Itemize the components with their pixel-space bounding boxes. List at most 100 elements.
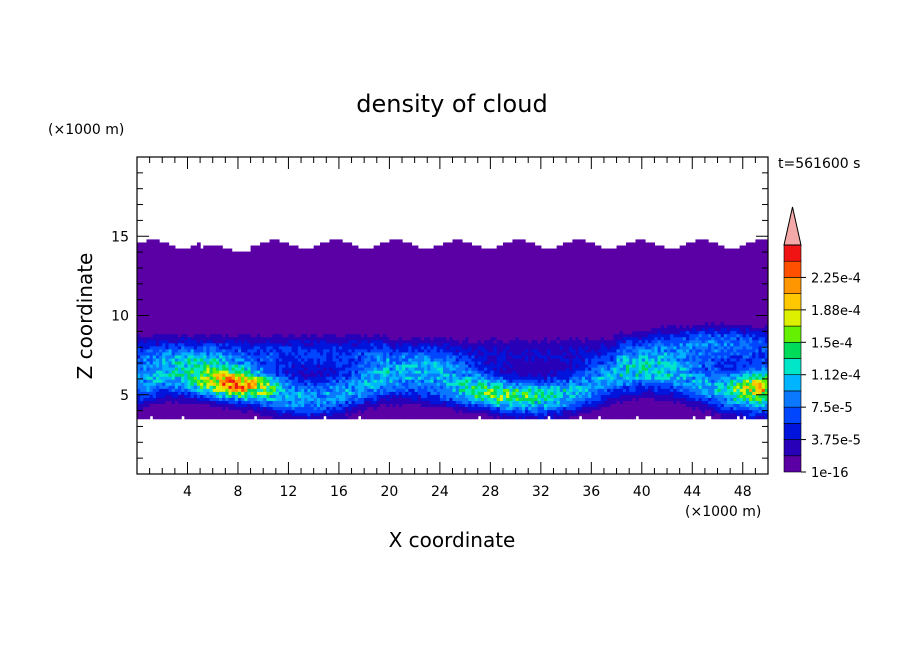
field-cell bbox=[140, 309, 144, 313]
field-cell bbox=[203, 269, 207, 274]
field-cell bbox=[190, 382, 195, 386]
field-cell bbox=[196, 391, 201, 395]
field-cell bbox=[159, 397, 163, 402]
field-cell bbox=[171, 275, 176, 280]
field-cell bbox=[155, 294, 160, 298]
field-cell bbox=[193, 400, 198, 405]
field-cell bbox=[165, 318, 170, 323]
field-cell bbox=[152, 412, 157, 417]
field-cell bbox=[155, 306, 160, 310]
field-cell bbox=[159, 345, 163, 350]
field-cell bbox=[181, 257, 185, 262]
field-cell bbox=[140, 303, 144, 307]
field-cell bbox=[146, 382, 151, 386]
field-cell bbox=[146, 245, 151, 250]
field-cell bbox=[187, 333, 192, 338]
field-cell bbox=[146, 309, 151, 313]
field-cell bbox=[146, 239, 151, 244]
field-cell bbox=[193, 412, 198, 417]
field-cell bbox=[187, 388, 192, 392]
field-cell bbox=[146, 284, 151, 289]
time-label: t=561600 s bbox=[778, 156, 860, 172]
field-cell bbox=[146, 306, 151, 310]
field-cell bbox=[155, 357, 160, 362]
field-cell bbox=[200, 294, 204, 298]
field-cell bbox=[146, 391, 151, 395]
field-cell bbox=[137, 397, 141, 402]
field-cell bbox=[174, 373, 179, 377]
field-cell bbox=[181, 357, 185, 362]
field-cell bbox=[168, 363, 173, 368]
field-cell bbox=[193, 345, 198, 350]
field-cell bbox=[155, 266, 160, 271]
field-cell bbox=[152, 391, 157, 395]
field-cell bbox=[215, 415, 220, 420]
field-cell bbox=[212, 391, 217, 395]
field-cell bbox=[178, 351, 182, 356]
field-cell bbox=[203, 294, 207, 298]
field-cell bbox=[193, 254, 198, 259]
field-cell bbox=[143, 379, 148, 383]
field-cell bbox=[203, 245, 207, 250]
field-cell bbox=[155, 321, 160, 326]
field-cell bbox=[212, 379, 217, 383]
field-cell bbox=[206, 406, 211, 411]
field-cell bbox=[178, 248, 182, 253]
field-cell bbox=[168, 254, 173, 259]
field-cell bbox=[146, 400, 151, 405]
field-cell bbox=[196, 288, 201, 292]
field-cell bbox=[174, 370, 179, 374]
field-cell bbox=[215, 400, 220, 405]
field-cell bbox=[181, 379, 185, 383]
field-cell bbox=[187, 312, 192, 316]
field-cell bbox=[155, 327, 160, 332]
field-cell bbox=[149, 239, 154, 244]
field-cell bbox=[159, 242, 163, 247]
field-cell bbox=[187, 272, 192, 277]
field-cell bbox=[165, 333, 170, 338]
field-cell bbox=[174, 415, 179, 420]
field-cell bbox=[140, 294, 144, 298]
field-cell bbox=[178, 330, 182, 335]
field-cell bbox=[140, 348, 144, 353]
field-cell bbox=[196, 327, 201, 332]
field-cell bbox=[178, 342, 182, 347]
field-cell bbox=[162, 379, 166, 383]
field-cell bbox=[181, 351, 185, 356]
field-cell bbox=[209, 376, 214, 380]
field-cell bbox=[184, 406, 189, 411]
field-cell bbox=[137, 363, 141, 368]
field-cell bbox=[193, 409, 198, 414]
field-cell bbox=[178, 409, 182, 414]
field-cell bbox=[187, 315, 192, 320]
field-cell bbox=[171, 333, 176, 338]
field-cell bbox=[190, 281, 195, 286]
field-cell bbox=[149, 281, 154, 286]
field-cell bbox=[146, 251, 151, 256]
field-cell bbox=[200, 357, 204, 362]
field-cell bbox=[212, 269, 217, 274]
field-cell bbox=[200, 339, 204, 344]
field-cell bbox=[155, 312, 160, 316]
field-cell bbox=[171, 309, 176, 313]
field-cell bbox=[212, 251, 217, 256]
field-cell bbox=[162, 342, 166, 347]
field-cell bbox=[155, 409, 160, 414]
field-cell bbox=[193, 318, 198, 323]
field-cell bbox=[137, 370, 141, 374]
field-cell bbox=[174, 403, 179, 408]
field-cell bbox=[146, 357, 151, 362]
field-cell bbox=[200, 297, 204, 301]
field-cell bbox=[200, 324, 204, 329]
field-cell bbox=[137, 391, 141, 395]
field-cell bbox=[193, 266, 198, 271]
field-cell bbox=[146, 351, 151, 356]
field-cell bbox=[146, 294, 151, 298]
field-cell bbox=[196, 324, 201, 329]
field-cell bbox=[187, 409, 192, 414]
field-cell bbox=[143, 284, 148, 289]
field-cell bbox=[200, 275, 204, 280]
field-cell bbox=[196, 376, 201, 380]
field-cell bbox=[149, 312, 154, 316]
field-cell bbox=[165, 388, 170, 392]
